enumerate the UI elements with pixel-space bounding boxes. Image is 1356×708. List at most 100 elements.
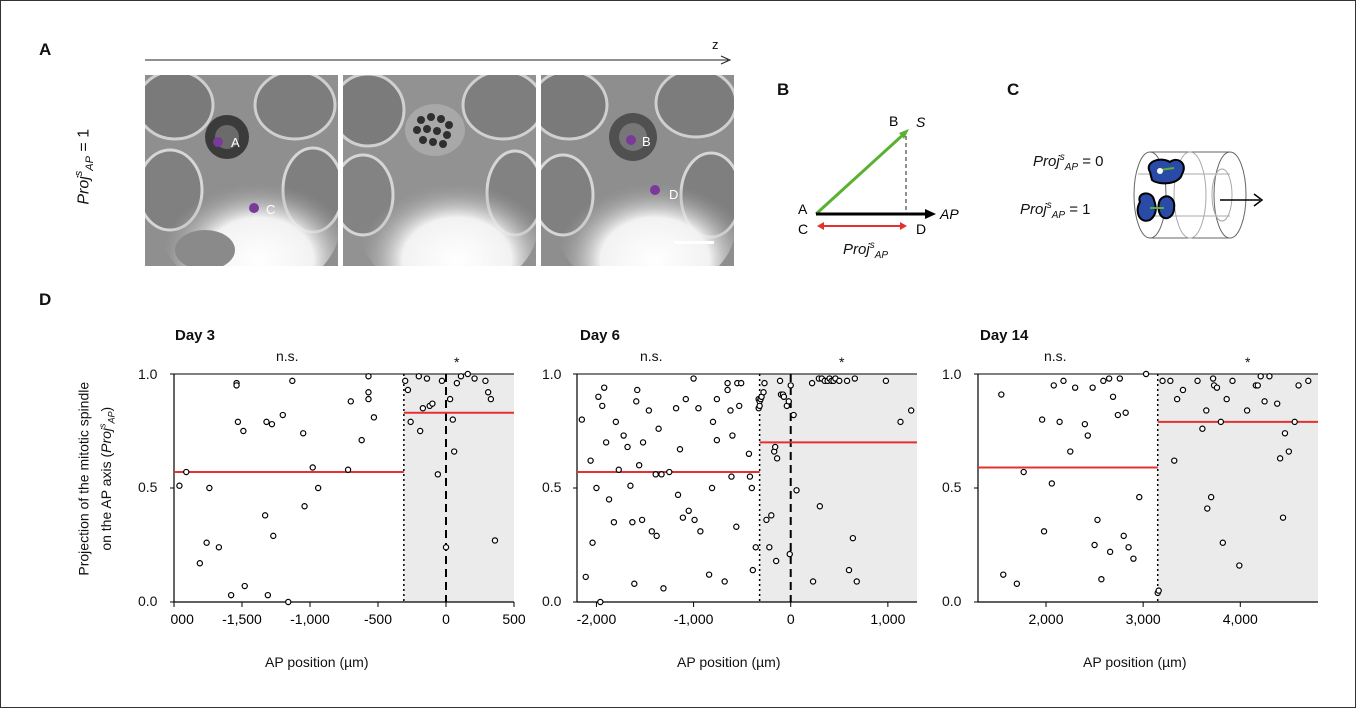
data-point — [786, 550, 793, 558]
data-point — [853, 578, 860, 585]
panel-d-ylabel: Projection of the mitotic spindle on the… — [74, 349, 121, 609]
data-point — [1089, 384, 1096, 391]
data-point — [434, 471, 442, 478]
data-point — [233, 382, 240, 389]
data-point — [484, 389, 492, 396]
point-c-dot — [249, 203, 259, 213]
data-point — [1120, 532, 1127, 540]
data-point — [809, 578, 817, 585]
data-point — [633, 398, 640, 405]
data-point — [429, 400, 436, 407]
point-b-dot — [626, 135, 636, 145]
data-point — [234, 418, 242, 426]
data-point — [1274, 400, 1281, 407]
data-point — [761, 379, 768, 387]
point-d-dot — [650, 185, 660, 195]
data-point — [1203, 407, 1210, 414]
data-point — [620, 432, 627, 439]
data-point — [635, 461, 643, 469]
data-point — [407, 418, 414, 426]
data-point — [268, 420, 276, 428]
data-point — [666, 468, 673, 476]
data-point — [645, 407, 653, 414]
data-point — [1000, 571, 1007, 578]
data-point — [1094, 516, 1101, 524]
data-point — [1105, 375, 1113, 382]
x-tick-label: 2,000 — [1028, 611, 1063, 627]
data-point — [416, 427, 424, 435]
data-point — [183, 468, 190, 476]
data-point — [285, 598, 292, 606]
significance-star: * — [839, 354, 845, 370]
data-point — [442, 544, 450, 551]
point-a-dot — [213, 137, 223, 147]
data-point — [1084, 432, 1091, 439]
ap-axis-label: AP — [939, 206, 959, 222]
data-point — [733, 523, 740, 530]
cell-proj-zero — [1147, 158, 1185, 185]
data-point — [215, 544, 223, 551]
data-point — [206, 484, 213, 492]
data-point — [314, 484, 322, 492]
data-point — [1229, 377, 1236, 385]
data-point — [299, 430, 307, 437]
panel-c-label: C — [1007, 80, 1020, 99]
data-point — [648, 528, 656, 535]
data-point — [241, 582, 248, 590]
data-point — [1219, 539, 1226, 546]
data-point — [1261, 398, 1268, 405]
cell-proj-one — [1136, 192, 1176, 222]
scatter-plot-day6: -2,000 -1,000 0 1,000 — [573, 373, 917, 627]
data-point — [1116, 375, 1124, 382]
point-b-label: B — [642, 134, 651, 149]
y-tick-label: 0.0 — [942, 593, 962, 609]
x-tick-label: 4,000 — [1223, 611, 1258, 627]
data-point — [1295, 382, 1302, 389]
data-point — [780, 393, 788, 400]
point-c-label-b: C — [798, 221, 808, 235]
data-point — [482, 377, 489, 385]
significance-star: * — [454, 354, 460, 370]
data-point — [713, 395, 721, 403]
data-point — [419, 405, 427, 412]
data-point — [763, 516, 770, 524]
data-point — [1056, 418, 1063, 426]
data-point — [264, 591, 272, 599]
data-point — [695, 405, 702, 412]
data-point — [1100, 377, 1107, 385]
data-point — [1159, 377, 1166, 385]
scale-bar — [674, 241, 714, 244]
data-point — [176, 482, 183, 489]
chart-title: Day 6 — [580, 327, 621, 344]
data-point — [1155, 587, 1162, 594]
data-point — [1173, 395, 1181, 403]
data-point — [289, 377, 296, 385]
point-d-label-b: D — [916, 221, 926, 235]
data-point — [1125, 544, 1132, 551]
data-point — [196, 560, 204, 567]
data-point — [624, 443, 631, 451]
data-point — [358, 436, 365, 444]
data-point — [587, 457, 594, 464]
data-point — [1038, 416, 1046, 423]
data-point — [708, 484, 716, 492]
data-point — [1013, 580, 1021, 587]
x-tick-label: -2,000 — [577, 611, 617, 627]
proj-label-b: ProjsAP — [843, 240, 889, 261]
micrograph-1: A C — [145, 75, 338, 266]
data-point — [752, 544, 759, 551]
data-point — [713, 436, 721, 444]
data-point — [672, 405, 680, 412]
data-point — [737, 379, 745, 387]
data-point — [653, 532, 660, 540]
x-tick-label: 500 — [502, 611, 525, 627]
data-point — [1279, 514, 1287, 521]
data-point — [270, 532, 277, 540]
data-point — [785, 398, 792, 405]
data-point — [1048, 480, 1056, 487]
data-point — [776, 377, 784, 385]
data-point — [449, 416, 456, 423]
significance-star: * — [1245, 354, 1251, 370]
data-point — [679, 514, 687, 521]
data-point — [690, 375, 697, 382]
